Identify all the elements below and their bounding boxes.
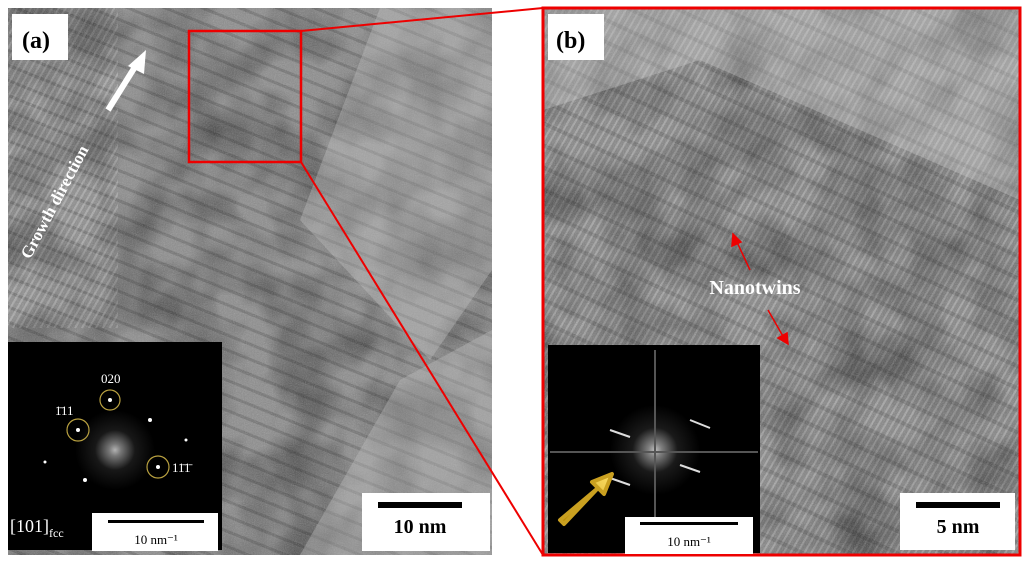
spot-label: 1̄11 bbox=[55, 403, 74, 418]
panel-label: (b) bbox=[556, 28, 585, 54]
spot-label: 020 bbox=[101, 371, 121, 386]
scale-label: 5 nm bbox=[937, 516, 980, 538]
scale-label: 10 nm bbox=[394, 516, 447, 538]
panel-b: (b) Nanotwins 10 nm⁻¹ 5 nm bbox=[543, 8, 1020, 555]
annotation: Nanotwins bbox=[709, 277, 800, 299]
scale-label: 10 nm⁻¹ bbox=[667, 534, 711, 549]
page: (a) Growth direction 020 1̄11 11̄1̄ [101… bbox=[0, 0, 1024, 558]
spot-label: 11̄1̄ bbox=[172, 460, 193, 475]
scale-label: 10 nm⁻¹ bbox=[134, 532, 178, 547]
panel-label: (a) bbox=[22, 28, 50, 54]
panel-a: (a) Growth direction 020 1̄11 11̄1̄ [101… bbox=[8, 8, 492, 555]
figure: (a) Growth direction 020 1̄11 11̄1̄ [101… bbox=[0, 0, 1024, 558]
